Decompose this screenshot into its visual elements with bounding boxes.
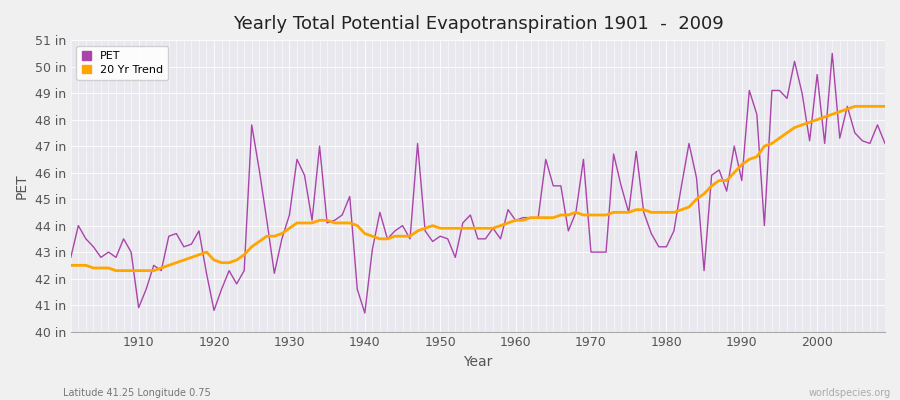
Title: Yearly Total Potential Evapotranspiration 1901  -  2009: Yearly Total Potential Evapotranspiratio… bbox=[232, 15, 724, 33]
Legend: PET, 20 Yr Trend: PET, 20 Yr Trend bbox=[76, 46, 168, 80]
X-axis label: Year: Year bbox=[464, 355, 492, 369]
Text: Latitude 41.25 Longitude 0.75: Latitude 41.25 Longitude 0.75 bbox=[63, 388, 211, 398]
Y-axis label: PET: PET bbox=[15, 173, 29, 199]
Text: worldspecies.org: worldspecies.org bbox=[809, 388, 891, 398]
